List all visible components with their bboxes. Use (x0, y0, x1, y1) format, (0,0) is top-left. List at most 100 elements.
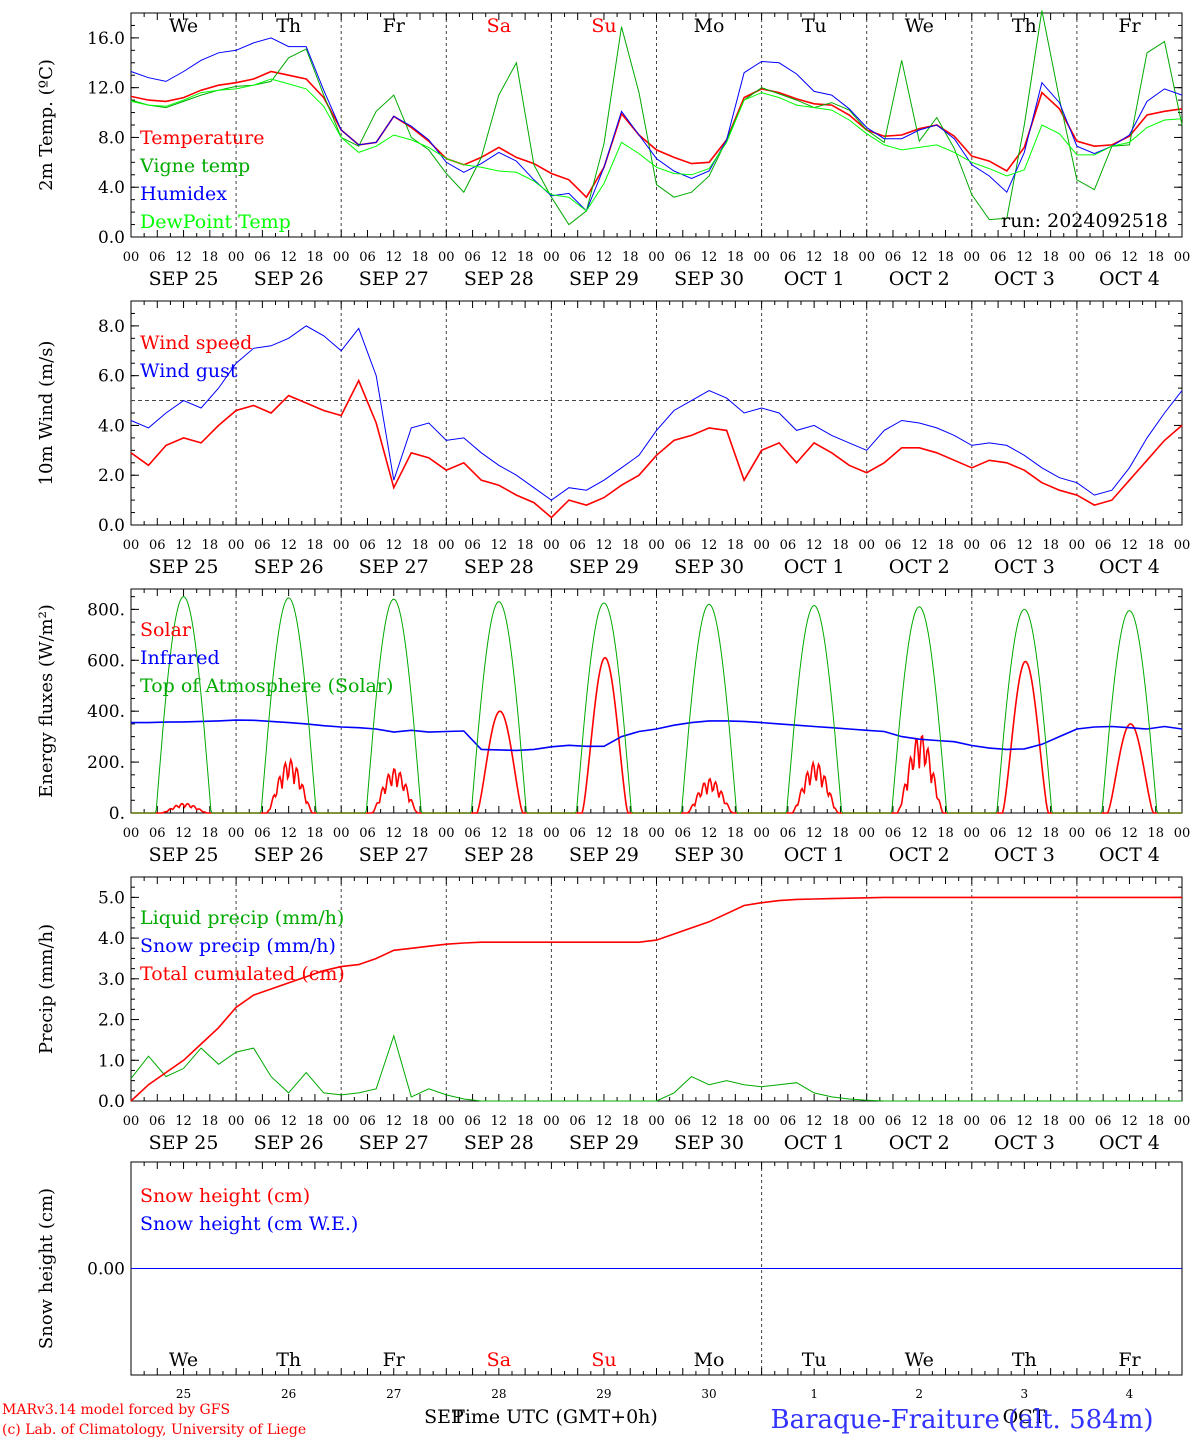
series-temperature (130, 70, 1183, 199)
hour-tick-label: 18 (1147, 826, 1164, 841)
hour-tick-label: 18 (412, 250, 429, 265)
hour-tick-label: 06 (780, 826, 797, 841)
hour-tick-label: 00 (858, 250, 875, 265)
date-label: OCT 3 (994, 556, 1055, 578)
hour-tick-label: 18 (202, 826, 219, 841)
hour-tick-label: 00 (228, 538, 245, 553)
hour-tick-label: 00 (753, 826, 770, 841)
day-name: Mo (694, 1349, 725, 1371)
hour-tick-label: 06 (569, 538, 586, 553)
hour-tick-label: 12 (280, 250, 297, 265)
day-name: We (169, 15, 198, 37)
hour-tick-label: 06 (359, 1114, 376, 1129)
date-label: SEP 26 (254, 556, 324, 578)
hour-tick-label: 06 (885, 826, 902, 841)
date-label: SEP 29 (569, 268, 639, 290)
hour-tick-label: 18 (622, 826, 639, 841)
hour-tick-label: 06 (780, 538, 797, 553)
hour-tick-label: 06 (359, 250, 376, 265)
y-tick-label: 6.0 (98, 367, 125, 387)
hour-tick-label: 00 (438, 826, 455, 841)
date-label: SEP 28 (464, 268, 534, 290)
date-label: SEP 30 (674, 1132, 744, 1154)
series-total-cumulated-cm (130, 896, 1182, 1102)
hour-tick-label: 00 (1174, 538, 1191, 553)
hour-tick-label: 00 (438, 250, 455, 265)
hour-tick-label: 00 (964, 250, 981, 265)
hour-tick-label: 18 (1147, 250, 1164, 265)
date-label: SEP 25 (149, 1132, 219, 1154)
hour-tick-label: 12 (175, 250, 192, 265)
hour-tick-label: 12 (1016, 826, 1033, 841)
hour-tick-label: 18 (1042, 826, 1059, 841)
hour-tick-label: 12 (701, 538, 718, 553)
date-label: SEP 28 (464, 844, 534, 866)
series-infrared (131, 719, 1183, 752)
day-number: 1 (810, 1387, 818, 1401)
day-name: Th (276, 1349, 301, 1371)
hour-tick-label: 18 (202, 250, 219, 265)
y-tick-label: 0.0 (98, 516, 125, 536)
hour-tick-label: 12 (806, 250, 823, 265)
hour-tick-label: 18 (832, 826, 849, 841)
hour-tick-label: 12 (1121, 538, 1138, 553)
hour-tick-label: 18 (937, 1114, 954, 1129)
hour-tick-label: 12 (175, 826, 192, 841)
hour-tick-label: 12 (385, 538, 402, 553)
y-tick-label: 600. (87, 651, 125, 671)
hour-tick-label: 12 (1121, 250, 1138, 265)
hour-tick-label: 18 (1042, 1114, 1059, 1129)
month-label: OCT (1003, 1406, 1046, 1428)
hour-tick-label: 00 (1069, 1114, 1086, 1129)
day-name: Fr (1118, 15, 1141, 37)
credit-line: MARv3.14 model forced by GFS (2, 1402, 230, 1418)
hour-tick-label: 06 (569, 250, 586, 265)
hour-tick-label: 00 (543, 1114, 560, 1129)
hour-tick-label: 18 (1042, 538, 1059, 553)
month-label: SEP (424, 1406, 464, 1428)
hour-tick-label: 06 (1095, 1114, 1112, 1129)
day-name: We (905, 1349, 934, 1371)
day-name: We (905, 15, 934, 37)
hour-tick-label: 00 (1174, 826, 1191, 841)
hour-tick-label: 18 (202, 1114, 219, 1129)
hour-tick-label: 06 (569, 826, 586, 841)
date-label: OCT 3 (994, 844, 1055, 866)
hour-tick-label: 18 (1147, 538, 1164, 553)
hour-tick-label: 06 (780, 1114, 797, 1129)
legend-entry: DewPoint Temp (140, 211, 291, 233)
hour-tick-label: 12 (1121, 1114, 1138, 1129)
hour-tick-label: 00 (648, 250, 665, 265)
date-label: SEP 29 (569, 556, 639, 578)
hour-tick-label: 00 (1069, 250, 1086, 265)
hour-tick-label: 06 (149, 1114, 166, 1129)
hour-tick-label: 06 (569, 1114, 586, 1129)
date-label: OCT 3 (994, 268, 1055, 290)
hour-tick-label: 00 (123, 826, 140, 841)
hour-tick-label: 18 (727, 826, 744, 841)
hour-tick-label: 00 (648, 826, 665, 841)
hour-tick-label: 06 (1095, 538, 1112, 553)
series-top-of-atmosphere-solar (131, 596, 1182, 814)
date-label: OCT 4 (1099, 844, 1160, 866)
date-label: SEP 29 (569, 1132, 639, 1154)
hour-tick-label: 00 (1069, 826, 1086, 841)
hour-tick-label: 18 (937, 250, 954, 265)
date-label: OCT 3 (994, 1132, 1055, 1154)
hour-tick-label: 00 (228, 826, 245, 841)
date-label: OCT 2 (889, 268, 950, 290)
date-label: SEP 30 (674, 844, 744, 866)
panel-frame (130, 300, 1183, 526)
panel-precip: 0.0 1.0 2.0 3.0 4.0 5.0 Precip (mm/h) 00 06 12 18 S… (36, 876, 1190, 1154)
y-tick-label: 4.0 (98, 416, 125, 436)
hour-tick-label: 00 (228, 1114, 245, 1129)
legend-entry: Wind gust (140, 360, 238, 382)
hour-tick-label: 00 (1069, 538, 1086, 553)
y-axis-label: Snow height (cm) (36, 1188, 57, 1349)
date-label: SEP 25 (149, 268, 219, 290)
hour-tick-label: 12 (175, 1114, 192, 1129)
hour-tick-label: 18 (937, 826, 954, 841)
hour-tick-label: 18 (1147, 1114, 1164, 1129)
y-tick-label: 2.0 (98, 1011, 125, 1031)
hour-tick-label: 12 (596, 250, 613, 265)
